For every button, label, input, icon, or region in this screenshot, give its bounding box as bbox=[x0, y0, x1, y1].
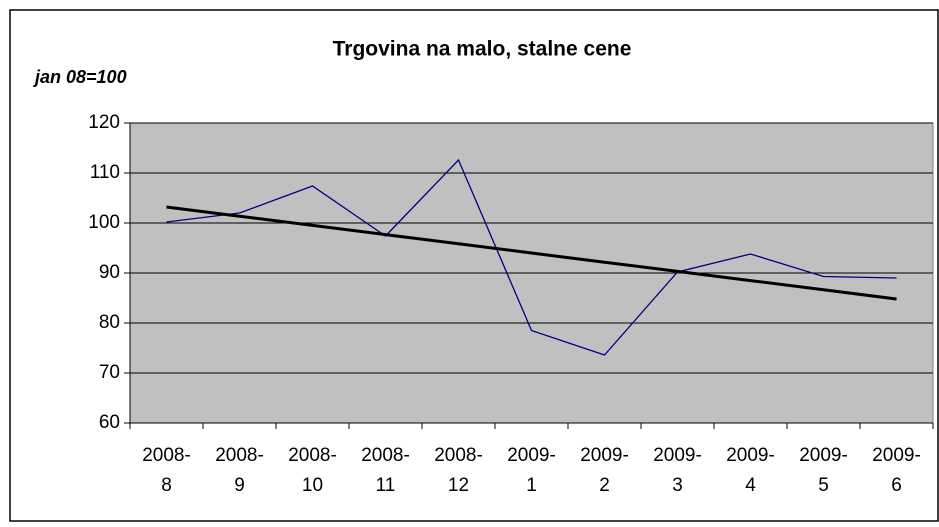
y-tick-label: 70 bbox=[99, 362, 120, 383]
y-tick-label: 60 bbox=[99, 412, 120, 433]
y-tick-label: 100 bbox=[88, 212, 120, 233]
x-tick-label: 2009-2 bbox=[580, 445, 629, 496]
x-tick-label: 2009-1 bbox=[507, 445, 556, 496]
x-tick-label: 2009-4 bbox=[726, 445, 775, 496]
x-tick-label: 2008-12 bbox=[434, 445, 483, 496]
x-tick-label: 2008-10 bbox=[288, 445, 337, 496]
chart-title: Trgovina na malo, stalne cene bbox=[333, 38, 632, 61]
x-tick-label: 2009-5 bbox=[799, 445, 848, 496]
x-tick-label: 2008-8 bbox=[142, 445, 191, 496]
x-tick-label: 2009-3 bbox=[653, 445, 702, 496]
data-line bbox=[166, 158, 897, 356]
y-tick-label: 120 bbox=[88, 112, 120, 133]
x-tick-label: 2008-11 bbox=[361, 445, 410, 496]
x-tick-label: 2008-9 bbox=[215, 445, 264, 496]
y-tick-label: 80 bbox=[99, 312, 120, 333]
y-tick-label: 110 bbox=[90, 162, 120, 183]
x-tick-label: 2009-6 bbox=[872, 445, 921, 496]
y-axis-label: jan 08=100 bbox=[33, 67, 127, 87]
trend-line bbox=[166, 205, 897, 301]
y-tick-label: 90 bbox=[99, 262, 120, 283]
